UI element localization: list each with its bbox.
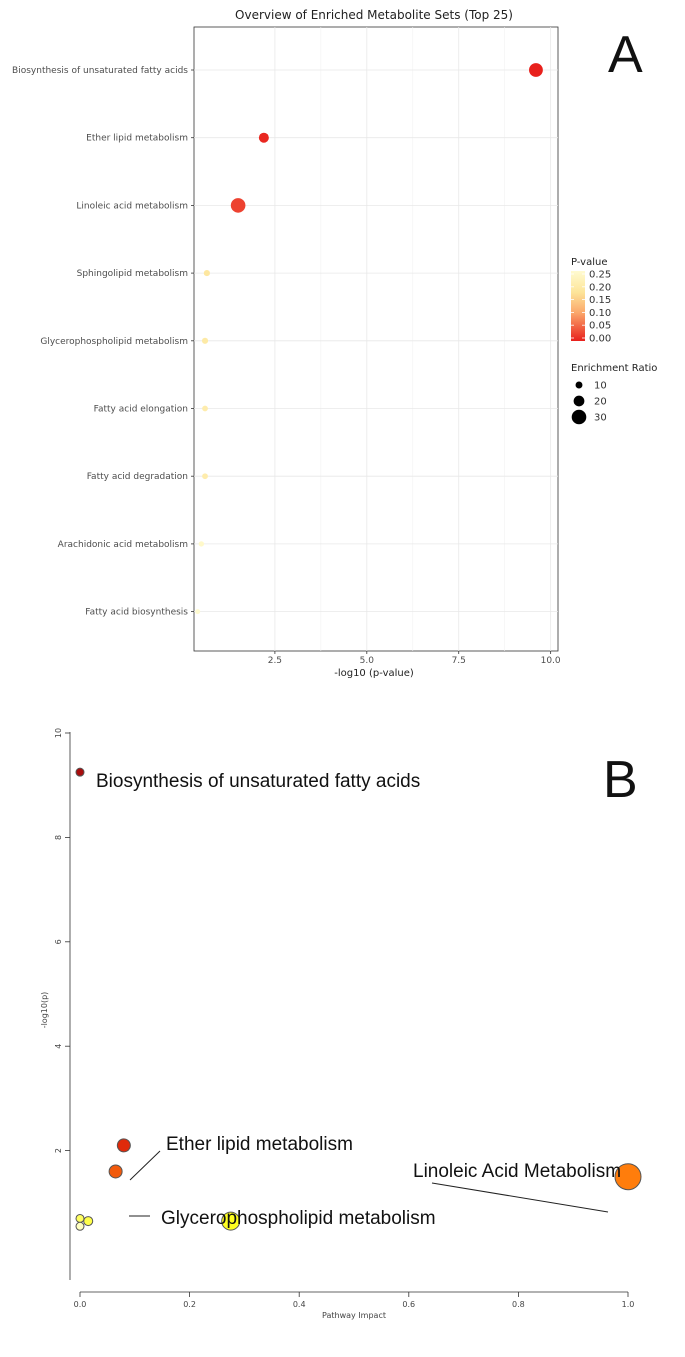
chart-a-plot-area <box>193 26 559 652</box>
pvalue-legend-label: 0.00 <box>589 334 611 345</box>
panel-b: B 2 4 6 8 10 0.0 0.2 0.4 0.6 0.8 1.0 -log10(p) Pa… <box>40 728 642 1320</box>
panel-a: A Overview of Enriched Metabolite Sets (… <box>12 8 657 679</box>
chart-b-point <box>116 1138 131 1153</box>
chart-b-point <box>75 1221 85 1231</box>
chart-a-point <box>202 405 208 412</box>
enrichment-legend-dot <box>573 395 585 407</box>
enrichment-legend-title: Enrichment Ratio <box>571 363 657 374</box>
pvalue-legend-label: 0.20 <box>589 282 611 293</box>
chart-b-x-tick-label: 0.0 <box>74 1300 87 1309</box>
chart-b-point <box>83 1216 94 1227</box>
chart-a-y-tick-label: Ether lipid metabolism <box>86 134 188 144</box>
chart-a-point <box>195 609 201 615</box>
enrichment-ratio-legend: Enrichment Ratio 10 20 30 <box>571 363 657 425</box>
enrichment-legend-label: 20 <box>594 397 607 408</box>
chart-a-x-tick-label: 10.0 <box>541 656 561 666</box>
chart-a-grid <box>194 27 558 651</box>
chart-b-x-tick-label: 0.2 <box>183 1300 196 1309</box>
chart-a-point <box>230 198 246 213</box>
enrichment-legend-label: 30 <box>594 413 607 424</box>
chart-b-y-tick-label: 8 <box>54 835 63 840</box>
enrichment-legend-label: 10 <box>594 381 607 392</box>
chart-b-point <box>221 1211 241 1231</box>
chart-b-point <box>75 767 85 777</box>
annotation-linoleic: Linoleic Acid Metabolism <box>413 1161 621 1182</box>
chart-b-y-tick-label: 2 <box>54 1148 63 1153</box>
chart-b-y-tick-label: 10 <box>54 728 63 738</box>
enrichment-legend-dot <box>571 409 587 425</box>
chart-b-point <box>75 1213 85 1223</box>
chart-a-points <box>195 63 543 615</box>
annotation-ether-lipid: Ether lipid metabolism <box>166 1134 353 1155</box>
leader-line-ether <box>129 1150 161 1181</box>
chart-a-point <box>258 132 269 143</box>
pvalue-legend-label: 0.05 <box>589 321 611 332</box>
pvalue-legend-label: 0.10 <box>589 308 611 319</box>
pvalue-legend: P-value 0.250.20 0.15 0.10 0.05 0.00 <box>571 257 611 345</box>
chart-a-x-axis-title: -log10 (p-value) <box>334 668 414 679</box>
pvalue-color-bar <box>571 271 585 341</box>
leader-line-linoleic <box>431 1182 609 1213</box>
chart-b-y-axis-title: -log10(p) <box>40 992 49 1029</box>
panel-b-letter: B <box>603 751 638 809</box>
chart-a-x-tick-labels: 2.5 5.0 7.5 10.0 <box>268 651 561 666</box>
chart-b-x-axis-title: Pathway Impact <box>322 1311 386 1320</box>
chart-a-y-tick-label: Sphingolipid metabolism <box>77 269 188 279</box>
enrichment-legend-dot <box>575 381 583 389</box>
chart-a-x-tick-label: 5.0 <box>360 656 375 666</box>
chart-b-x-tick-label: 0.6 <box>402 1300 415 1309</box>
chart-b-leader-lines <box>129 1150 609 1217</box>
pvalue-legend-label: 0.25 <box>589 270 611 281</box>
chart-b-points <box>75 767 642 1231</box>
chart-a-x-tick-label: 7.5 <box>452 656 466 666</box>
chart-a-y-tick-label: Glycerophospholipid metabolism <box>40 337 188 347</box>
chart-a-y-tick-label: Arachidonic acid metabolism <box>58 540 188 550</box>
chart-a-point <box>529 63 543 77</box>
chart-a-point <box>203 270 210 277</box>
annotation-biosynthesis: Biosynthesis of unsaturated fatty acids <box>96 771 420 792</box>
pvalue-legend-label: 0.15 <box>589 295 611 306</box>
enrichment-legend-items: 10 20 30 <box>571 381 607 425</box>
chart-b-x-tick-label: 1.0 <box>622 1300 635 1309</box>
chart-b-x-ticks: 0.0 0.2 0.4 0.6 0.8 1.0 <box>74 1292 635 1309</box>
pvalue-legend-title: P-value <box>571 257 607 268</box>
chart-a-y-tick-label: Biosynthesis of unsaturated fatty acids <box>12 66 188 76</box>
chart-a-point <box>198 541 205 547</box>
chart-a-y-tick-labels: Biosynthesis of unsaturated fatty acids E… <box>12 66 194 618</box>
annotation-glycerophospholipid: Glycerophospholipid metabolism <box>161 1208 436 1229</box>
chart-b-point <box>108 1164 123 1179</box>
panel-a-letter: A <box>608 26 643 84</box>
chart-a-point <box>201 337 209 344</box>
chart-b-point <box>614 1163 642 1191</box>
chart-b-y-tick-label: 4 <box>54 1044 63 1049</box>
chart-b-x-tick-label: 0.8 <box>512 1300 525 1309</box>
chart-b-y-tick-label: 6 <box>54 939 63 944</box>
chart-a-y-tick-label: Fatty acid elongation <box>94 405 188 415</box>
chart-a-y-tick-label: Fatty acid biosynthesis <box>85 608 188 618</box>
chart-a-point <box>202 473 208 480</box>
chart-a-y-tick-label: Fatty acid degradation <box>87 472 188 482</box>
pvalue-legend-ticks: 0.250.20 0.15 0.10 0.05 0.00 <box>571 270 611 345</box>
chart-a-y-tick-label: Linoleic acid metabolism <box>76 201 188 211</box>
chart-a-x-tick-label: 2.5 <box>268 656 282 666</box>
chart-b-y-ticks: 2 4 6 8 10 <box>54 728 70 1153</box>
chart-a-title: Overview of Enriched Metabolite Sets (To… <box>235 8 513 22</box>
chart-b-x-tick-label: 0.4 <box>293 1300 306 1309</box>
